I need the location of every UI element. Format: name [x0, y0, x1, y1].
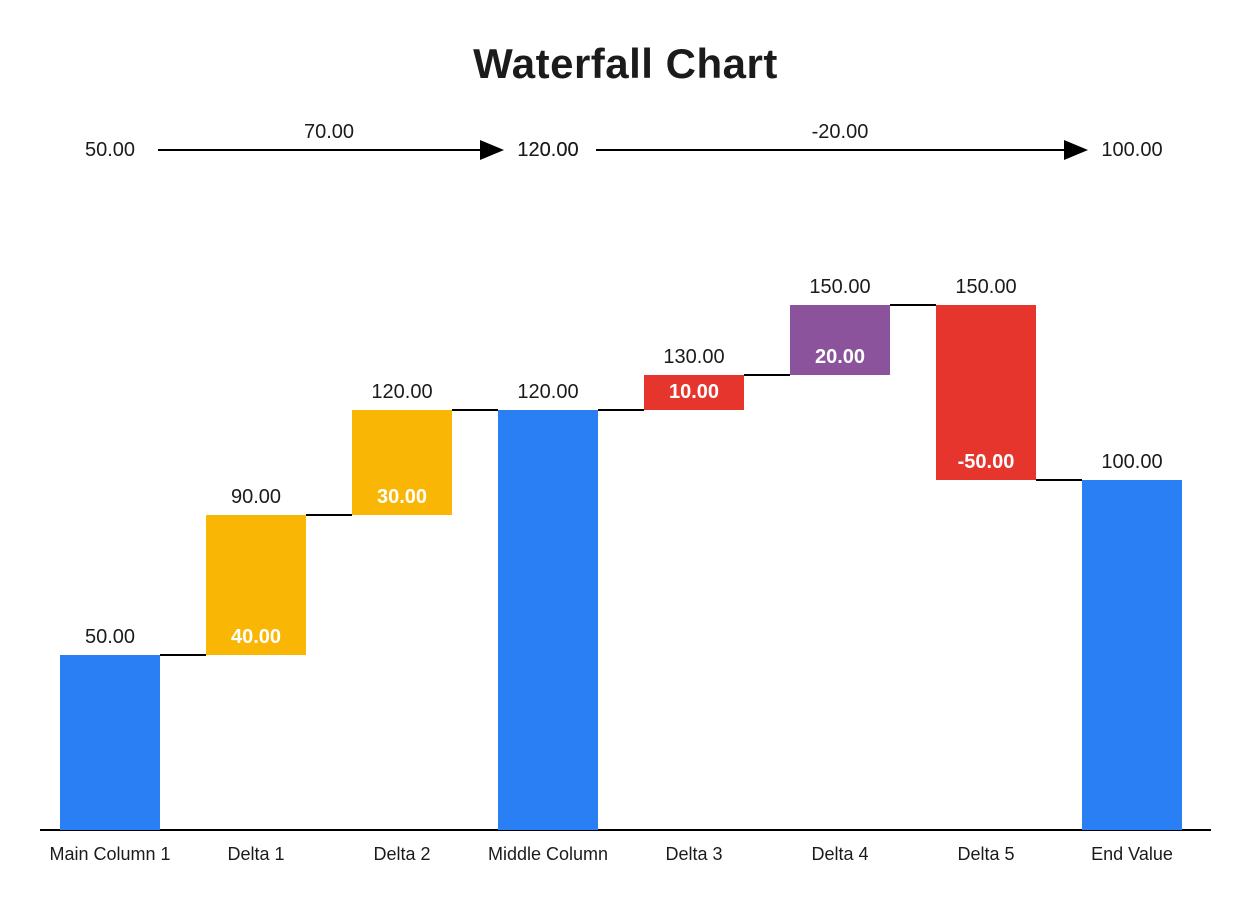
x-axis-label: Delta 1 [227, 844, 284, 864]
bar-top-label: 90.00 [231, 486, 281, 508]
x-axis-label: Middle Column [488, 844, 608, 864]
bar-top-label: 120.00 [371, 381, 432, 403]
bar-top-label: 120.00 [517, 381, 578, 403]
bar-inside-label: 20.00 [815, 346, 865, 368]
x-axis-label: Delta 2 [373, 844, 430, 864]
bar-top-label: 100.00 [1101, 451, 1162, 473]
bar-inside-label: 30.00 [377, 486, 427, 508]
bar-top-label: 150.00 [955, 276, 1016, 298]
x-axis-label: End Value [1091, 844, 1173, 864]
x-axis-label: Main Column 1 [49, 844, 170, 864]
bar [1082, 480, 1182, 830]
bar-top-label: 50.00 [85, 626, 135, 648]
x-axis-label: Delta 5 [957, 844, 1014, 864]
bar [60, 655, 160, 830]
bar-top-label: 130.00 [663, 346, 724, 368]
summary-mid-label: -20.00 [812, 121, 869, 143]
summary-from-label: 50.00 [85, 139, 135, 161]
bar-top-label: 150.00 [809, 276, 870, 298]
x-axis-label: Delta 4 [811, 844, 868, 864]
bar-inside-label: -50.00 [958, 451, 1015, 473]
bar [498, 410, 598, 830]
chart-title: Waterfall Chart [0, 40, 1251, 88]
waterfall-chart: Waterfall Chart 50.00 Main Column 1 90.00 4… [0, 0, 1251, 916]
summary-from-label: 120.00 [517, 139, 578, 161]
summary-mid-label: 70.00 [304, 121, 354, 143]
bar-inside-label: 10.00 [669, 381, 719, 403]
bar-inside-label: 40.00 [231, 626, 281, 648]
summary-to-label: 100.00 [1101, 139, 1162, 161]
x-axis-label: Delta 3 [665, 844, 722, 864]
chart-canvas: 50.00 Main Column 1 90.00 40.00 Delta 1 120.0… [0, 0, 1251, 916]
